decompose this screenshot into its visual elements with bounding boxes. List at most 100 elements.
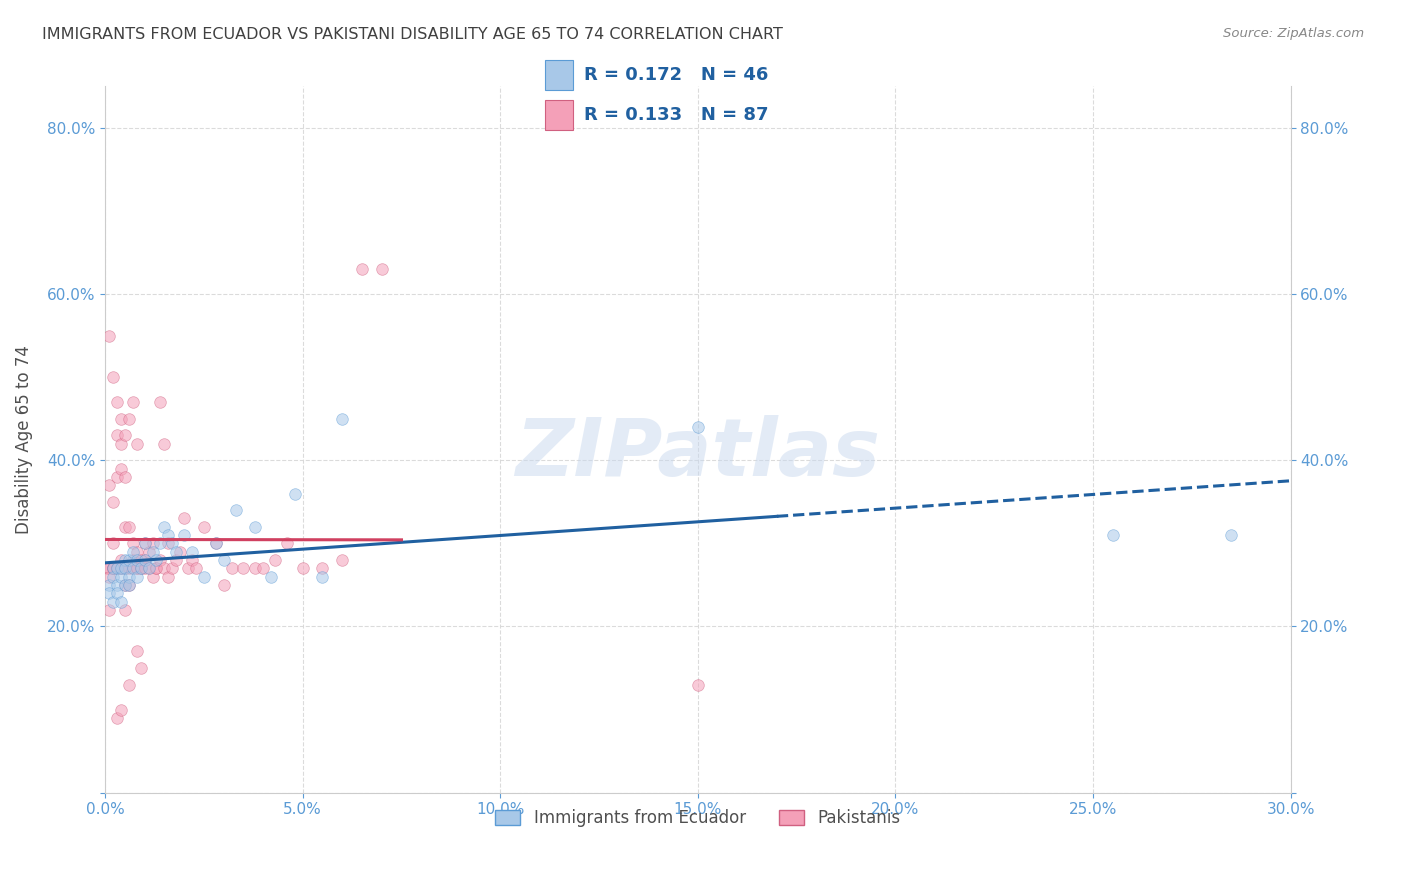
Point — [98, 569, 121, 583]
Point — [101, 594, 124, 608]
Point — [118, 678, 141, 692]
Point — [330, 553, 353, 567]
Point — [114, 561, 136, 575]
Point — [110, 561, 132, 575]
Point — [134, 561, 156, 575]
Point — [121, 395, 143, 409]
Legend: Immigrants from Ecuador, Pakistanis: Immigrants from Ecuador, Pakistanis — [488, 803, 907, 834]
Point — [138, 561, 160, 575]
Point — [121, 561, 143, 575]
Point — [98, 328, 121, 343]
Point — [114, 561, 136, 575]
Point — [181, 544, 204, 558]
Point — [264, 553, 287, 567]
Point — [110, 411, 132, 425]
Point — [125, 644, 148, 658]
Point — [121, 544, 143, 558]
Point — [252, 561, 274, 575]
Point — [125, 561, 148, 575]
Point — [101, 561, 124, 575]
Point — [125, 561, 148, 575]
Point — [105, 395, 128, 409]
Point — [145, 553, 167, 567]
Text: Source: ZipAtlas.com: Source: ZipAtlas.com — [1223, 27, 1364, 40]
Point — [173, 511, 195, 525]
Point — [162, 561, 184, 575]
Point — [110, 436, 132, 450]
Point — [125, 569, 148, 583]
Point — [125, 553, 148, 567]
Point — [149, 536, 172, 550]
Point — [165, 553, 187, 567]
Point — [141, 536, 163, 550]
Point — [221, 561, 243, 575]
Point — [177, 561, 200, 575]
Point — [105, 561, 128, 575]
Point — [165, 544, 187, 558]
Point — [105, 561, 128, 575]
Point — [169, 544, 191, 558]
Point — [181, 553, 204, 567]
Point — [204, 536, 226, 550]
Point — [153, 561, 176, 575]
Point — [110, 553, 132, 567]
Point — [105, 561, 128, 575]
Y-axis label: Disability Age 65 to 74: Disability Age 65 to 74 — [15, 345, 32, 534]
Point — [157, 536, 180, 550]
Point — [114, 603, 136, 617]
Point — [105, 586, 128, 600]
Point — [101, 536, 124, 550]
Point — [149, 553, 172, 567]
Point — [114, 578, 136, 592]
Text: R = 0.133   N = 87: R = 0.133 N = 87 — [583, 106, 768, 124]
Point — [118, 561, 141, 575]
Point — [138, 544, 160, 558]
Point — [212, 578, 235, 592]
Point — [98, 478, 121, 492]
Point — [105, 711, 128, 725]
Point — [134, 536, 156, 550]
Point — [118, 553, 141, 567]
Point — [118, 411, 141, 425]
Point — [129, 661, 152, 675]
Point — [1101, 528, 1123, 542]
Point — [193, 520, 215, 534]
Point — [157, 569, 180, 583]
Point — [105, 428, 128, 442]
Point — [145, 561, 167, 575]
Point — [101, 569, 124, 583]
Point — [101, 370, 124, 384]
Point — [101, 561, 124, 575]
Point — [311, 569, 333, 583]
Point — [101, 495, 124, 509]
Point — [145, 561, 167, 575]
Point — [330, 411, 353, 425]
Point — [686, 420, 709, 434]
Point — [129, 561, 152, 575]
Point — [98, 578, 121, 592]
Point — [101, 561, 124, 575]
Point — [105, 470, 128, 484]
Point — [138, 561, 160, 575]
Point — [110, 561, 132, 575]
Point — [118, 578, 141, 592]
Point — [114, 428, 136, 442]
Point — [153, 520, 176, 534]
Point — [114, 470, 136, 484]
Point — [184, 561, 207, 575]
Point — [153, 436, 176, 450]
Point — [284, 486, 307, 500]
Point — [118, 578, 141, 592]
Point — [141, 544, 163, 558]
Point — [114, 520, 136, 534]
Point — [291, 561, 314, 575]
Point — [212, 553, 235, 567]
Point — [121, 553, 143, 567]
Point — [370, 262, 392, 277]
FancyBboxPatch shape — [544, 61, 574, 90]
Point — [101, 561, 124, 575]
Point — [173, 528, 195, 542]
Point — [96, 561, 118, 575]
FancyBboxPatch shape — [544, 100, 574, 130]
Point — [105, 561, 128, 575]
